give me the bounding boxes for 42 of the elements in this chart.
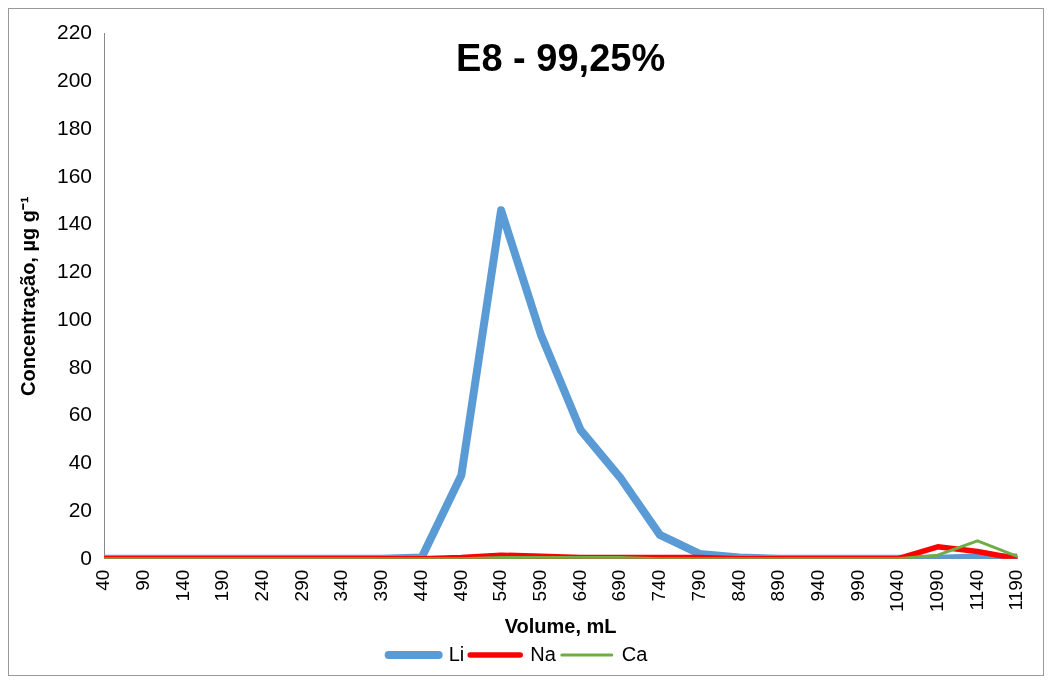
- x-tick-label: 90: [131, 569, 153, 591]
- x-tick-label: 740: [648, 569, 670, 602]
- x-tick-label: 1190: [1005, 569, 1027, 611]
- y-tick-label: 200: [56, 68, 93, 92]
- x-tick-label: 40: [92, 569, 114, 591]
- x-tick-label: 290: [290, 569, 312, 602]
- x-tick-label: 390: [370, 569, 392, 602]
- chart-title: E8 - 99,25%: [456, 37, 666, 80]
- x-tick-label: 490: [449, 569, 471, 602]
- x-tick-label: 1040: [886, 569, 908, 613]
- x-tick-label: 440: [409, 569, 431, 602]
- x-tick-label: 940: [806, 569, 828, 602]
- y-tick-label: 160: [56, 163, 93, 187]
- x-tick-label: 540: [489, 569, 511, 602]
- x-tick-label: 190: [211, 569, 233, 602]
- x-tick-label: 990: [846, 569, 868, 602]
- y-tick-label: 60: [68, 402, 93, 426]
- x-tick-label: 840: [727, 569, 749, 602]
- x-tick-label: 240: [251, 569, 273, 602]
- x-tick-label: 890: [767, 569, 789, 602]
- x-tick-label: 690: [608, 569, 630, 602]
- y-tick-label: 220: [56, 20, 93, 44]
- y-tick-label: 120: [56, 259, 93, 283]
- y-tick-label: 80: [68, 354, 93, 378]
- y-tick-label: 140: [56, 211, 93, 235]
- legend-label: Li: [448, 642, 465, 665]
- y-tick-label: 0: [80, 545, 93, 569]
- y-tick-label: 180: [56, 115, 93, 139]
- y-tick-label: 40: [68, 450, 93, 474]
- y-tick-label: 100: [56, 306, 93, 330]
- x-tick-label: 640: [568, 569, 590, 602]
- x-tick-label: 790: [687, 569, 709, 602]
- x-tick-label: 140: [171, 569, 193, 602]
- y-tick-label: 20: [68, 497, 93, 521]
- x-tick-label: 590: [529, 569, 550, 602]
- x-tick-label: 1090: [926, 569, 948, 613]
- x-tick-label: 340: [330, 569, 352, 602]
- y-axis-title: Concentração, µg g⁻¹: [16, 196, 39, 396]
- legend-label: Ca: [621, 642, 649, 665]
- legend-label: Na: [530, 642, 557, 665]
- x-axis-title: Volume, mL: [504, 614, 617, 637]
- x-tick-label: 1140: [965, 569, 987, 611]
